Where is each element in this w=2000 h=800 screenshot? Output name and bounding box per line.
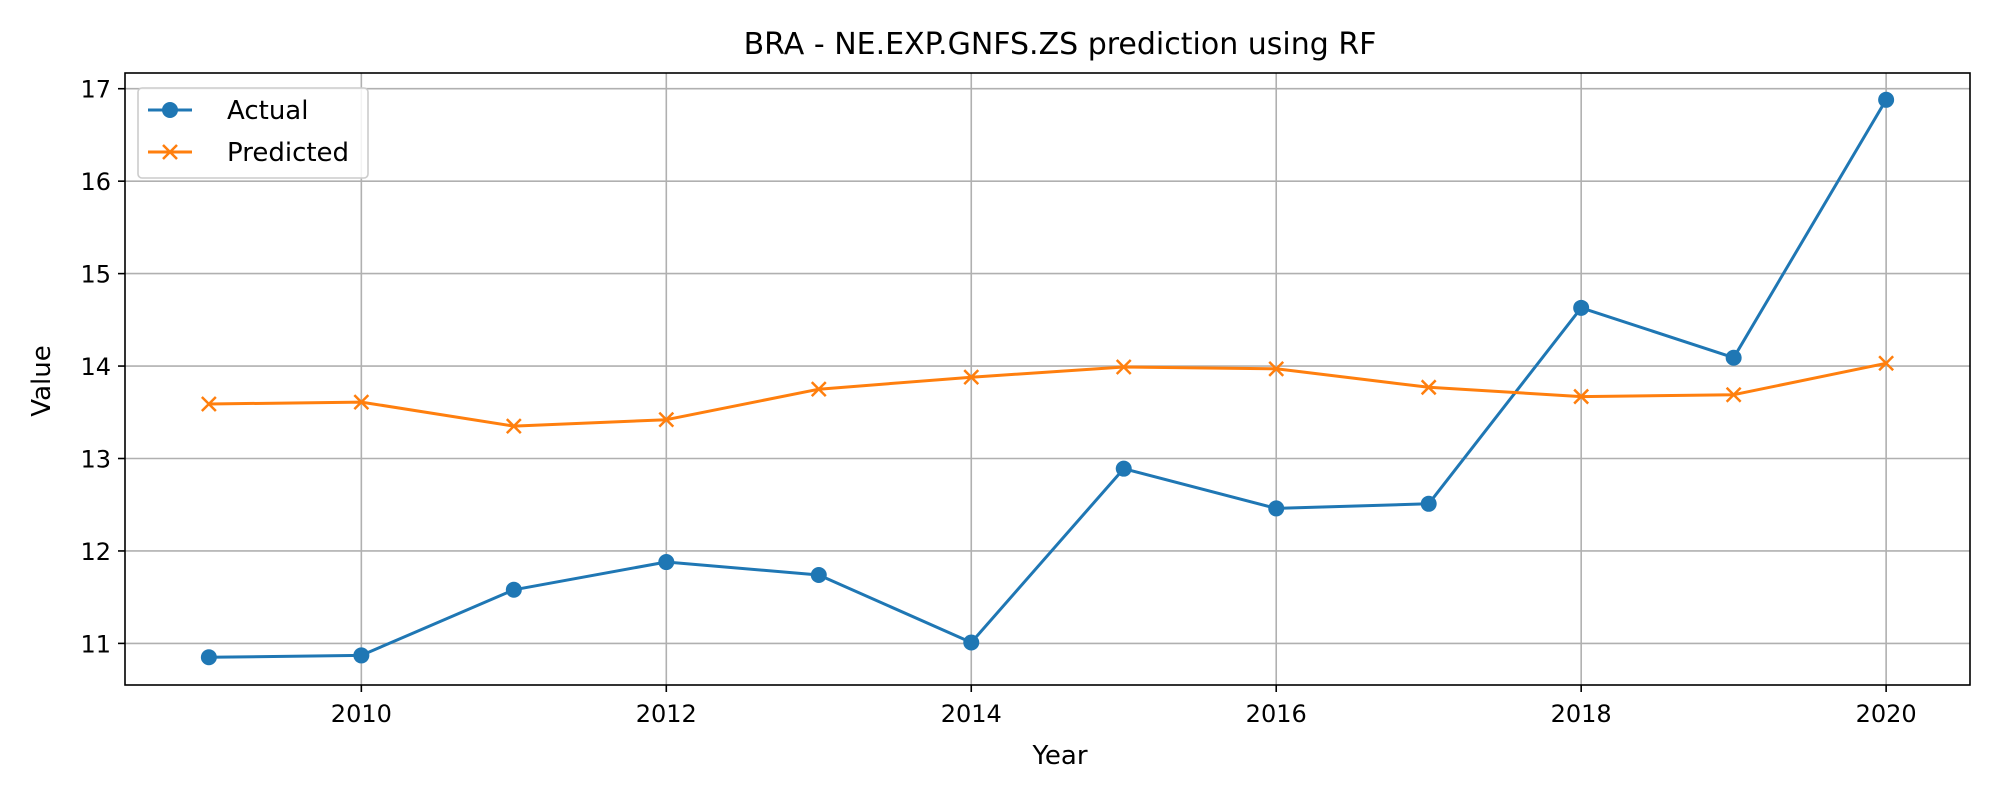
legend-label-actual: Actual: [227, 96, 308, 126]
x-tick-label: 2020: [1856, 700, 1917, 728]
y-tick-label: 17: [80, 76, 111, 104]
series-layer: [200, 91, 1895, 666]
x-tick-label: 2012: [636, 700, 697, 728]
data-point-actual: [658, 554, 675, 571]
ticks: 2010 2012 2014 2016 2018 2020 11 12 13 14 15 16 17: [80, 76, 1916, 728]
legend-marker-predicted: [162, 144, 178, 160]
data-point-predicted: [1725, 386, 1742, 403]
y-tick-label: 16: [80, 168, 111, 196]
y-tick-label: 11: [80, 630, 111, 658]
legend: Actual Predicted: [137, 87, 369, 179]
legend-label-predicted: Predicted: [227, 138, 349, 168]
data-point-predicted: [1878, 355, 1895, 372]
data-point-actual: [505, 581, 522, 598]
data-point-predicted: [353, 394, 370, 410]
data-point-actual: [963, 634, 980, 651]
y-tick-label: 14: [80, 353, 111, 381]
data-point-predicted: [1573, 388, 1590, 405]
data-point-predicted: [658, 411, 675, 428]
series-line-predicted: [208, 361, 1887, 428]
y-axis-label: Value: [27, 345, 57, 416]
data-point-predicted: [1420, 379, 1437, 396]
legend-marker-actual: [162, 102, 178, 118]
data-point-actual: [1115, 460, 1132, 477]
legend-box: [137, 87, 369, 179]
x-tick-label: 2016: [1246, 700, 1307, 728]
x-tick-label: 2014: [941, 700, 1002, 728]
data-point-predicted: [963, 369, 980, 386]
data-point-actual: [1268, 500, 1285, 517]
plot-area-frame: [124, 72, 1971, 686]
grid: [125, 73, 1970, 685]
series-line-actual: [208, 99, 1888, 659]
data-point-actual: [200, 649, 217, 666]
data-point-predicted: [505, 418, 522, 435]
x-axis-label: Year: [1031, 741, 1087, 771]
chart-title: BRA - NE.EXP.GNFS.ZS prediction using RF: [744, 27, 1377, 62]
data-point-actual: [353, 647, 370, 664]
data-point-actual: [810, 566, 827, 583]
data-point-predicted: [200, 396, 217, 412]
x-tick-label: 2018: [1551, 700, 1612, 728]
data-point-actual: [1725, 349, 1742, 366]
y-tick-label: 12: [80, 538, 111, 566]
y-tick-label: 13: [80, 446, 111, 474]
data-point-actual: [1573, 299, 1590, 316]
data-point-predicted: [1268, 360, 1285, 377]
y-tick-label: 15: [80, 261, 111, 289]
data-point-actual: [1878, 91, 1895, 108]
data-point-predicted: [1115, 359, 1132, 375]
x-tick-label: 2010: [331, 700, 392, 728]
data-point-actual: [1420, 495, 1437, 512]
data-point-predicted: [810, 381, 827, 398]
